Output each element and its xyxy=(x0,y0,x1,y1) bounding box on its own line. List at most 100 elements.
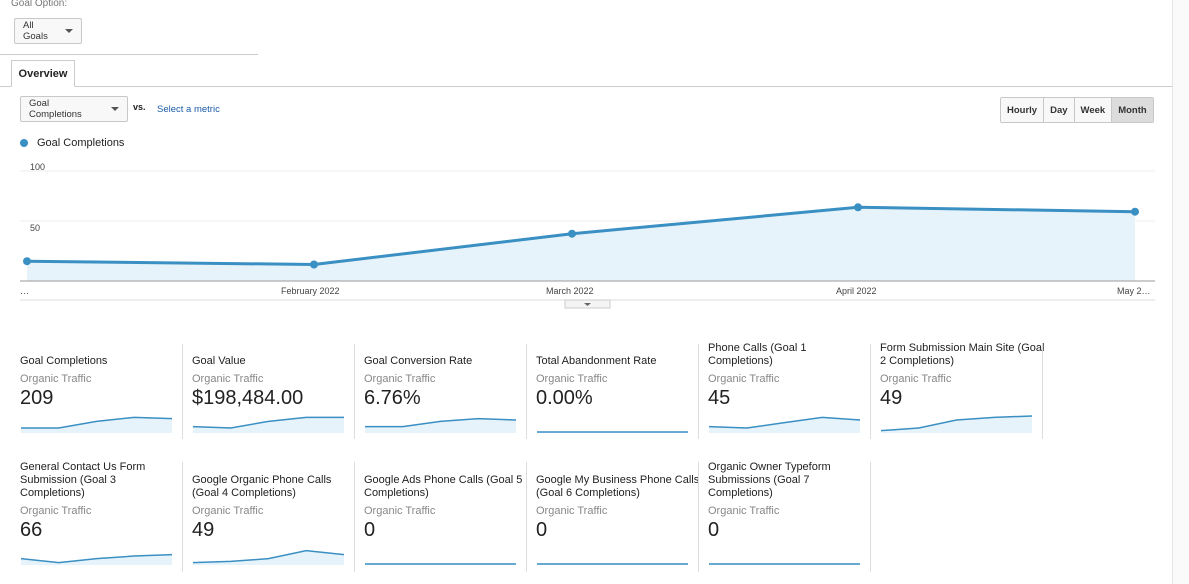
sparkline xyxy=(708,416,861,433)
legend-label: Goal Completions xyxy=(37,137,125,149)
chart-data-point[interactable] xyxy=(854,203,862,212)
sparkline xyxy=(365,563,516,565)
sparkline-fill xyxy=(709,417,860,433)
scorecard-title: Goal Completions xyxy=(20,355,108,367)
sparkline xyxy=(537,563,688,565)
vertical-scrollbar[interactable] xyxy=(1172,0,1189,584)
chart-data-point[interactable] xyxy=(568,229,576,238)
scorecard-segment: Organic Traffic xyxy=(536,373,608,385)
scorecard[interactable]: Organic Owner Typeform Submissions (Goal… xyxy=(708,461,873,566)
hourly-button[interactable]: Hourly xyxy=(1001,98,1045,122)
scorecard[interactable]: Goal Value Organic Traffic $198,484.00 xyxy=(192,342,357,434)
chevron-down-icon xyxy=(584,303,591,306)
sparkline-fill xyxy=(193,417,344,433)
scorecard[interactable]: Google My Business Phone Calls (Goal 6 C… xyxy=(536,461,701,566)
month-button[interactable]: Month xyxy=(1112,98,1153,122)
goal-option-dropdown[interactable]: All Goals xyxy=(14,18,82,44)
sparkline-line xyxy=(708,416,861,429)
sparkline-fill xyxy=(881,416,1032,433)
divider xyxy=(870,344,871,439)
goal-completions-chart[interactable] xyxy=(0,150,1172,310)
scorecard[interactable]: Goal Completions Organic Traffic 209 xyxy=(20,342,185,434)
goal-option-value: All Goals xyxy=(23,20,48,42)
x-tick-label: … xyxy=(20,286,29,296)
scorecard-value: 0 xyxy=(364,519,376,541)
divider xyxy=(526,344,527,439)
sparkline-fill xyxy=(21,417,172,433)
vs-label: vs. xyxy=(133,102,146,112)
scorecard-segment: Organic Traffic xyxy=(192,373,264,385)
metric-dropdown[interactable]: Goal Completions xyxy=(20,96,128,122)
divider xyxy=(354,344,355,439)
x-tick-label: April 2022 xyxy=(836,286,877,296)
week-button[interactable]: Week xyxy=(1074,98,1113,122)
scorecard[interactable]: Total Abandonment Rate Organic Traffic 0… xyxy=(536,342,701,434)
scorecard-value: 0 xyxy=(536,519,548,541)
scorecard-title: Goal Conversion Rate xyxy=(364,355,473,367)
tab-bar-border xyxy=(0,86,1172,87)
scorecard[interactable]: Goal Conversion Rate Organic Traffic 6.7… xyxy=(364,342,529,434)
sparkline xyxy=(21,416,173,433)
divider xyxy=(526,462,527,572)
sparkline xyxy=(192,416,344,433)
sparkline-line xyxy=(365,417,517,428)
scorecard-value: 66 xyxy=(20,519,43,541)
x-tick-label: February 2022 xyxy=(281,286,340,296)
scorecard-segment: Organic Traffic xyxy=(880,373,952,385)
sparkline xyxy=(880,415,1033,433)
chart-data-point[interactable] xyxy=(1131,207,1139,216)
scorecard-value: 209 xyxy=(20,387,54,409)
scorecard-title: Google My Business Phone Calls (Goal 6 C… xyxy=(536,474,700,499)
divider xyxy=(354,462,355,572)
chart-legend: Goal Completions xyxy=(20,137,124,149)
divider xyxy=(870,462,871,572)
scorecard-segment: Organic Traffic xyxy=(364,505,436,517)
divider xyxy=(698,344,699,439)
scorecard-title: Google Ads Phone Calls (Goal 5 Completio… xyxy=(364,474,523,499)
goal-option-label: Goal Option: xyxy=(11,0,68,9)
scorecard-title: Google Organic Phone Calls (Goal 4 Compl… xyxy=(192,474,332,499)
scorecard-value: 0.00% xyxy=(536,387,593,409)
chart-data-point[interactable] xyxy=(23,257,31,266)
tab-overview[interactable]: Overview xyxy=(11,60,75,87)
divider xyxy=(182,344,183,439)
chevron-down-icon xyxy=(65,29,73,33)
sparkline-line xyxy=(192,416,344,429)
scorecard-segment: Organic Traffic xyxy=(20,505,92,517)
scorecard[interactable]: Phone Calls (Goal 1 Completions) Organic… xyxy=(708,342,873,434)
scorecard-segment: Organic Traffic xyxy=(192,505,264,517)
scorecard-segment: Organic Traffic xyxy=(708,505,780,517)
day-button[interactable]: Day xyxy=(1044,98,1075,122)
scorecard[interactable]: General Contact Us Form Submission (Goal… xyxy=(20,461,180,566)
scorecard-value: $198,484.00 xyxy=(192,387,304,409)
scorecard-title: Phone Calls (Goal 1 Completions) xyxy=(708,342,807,367)
sparkline-fill xyxy=(365,418,516,433)
scorecard[interactable]: Google Ads Phone Calls (Goal 5 Completio… xyxy=(364,461,529,566)
divider xyxy=(182,462,183,572)
scorecard-title: Total Abandonment Rate xyxy=(536,355,657,367)
chevron-down-icon xyxy=(111,107,119,111)
x-tick-label: March 2022 xyxy=(546,286,594,296)
scorecard-title: Goal Value xyxy=(192,355,246,367)
sparkline xyxy=(192,549,345,565)
scorecard-segment: Organic Traffic xyxy=(364,373,436,385)
scorecard-segment: Organic Traffic xyxy=(708,373,780,385)
scorecard-segment: Organic Traffic xyxy=(20,373,92,385)
select-metric-link[interactable]: Select a metric xyxy=(157,104,220,115)
scorecard-value: 6.76% xyxy=(364,387,421,409)
granularity-toggle: Hourly Day Week Month xyxy=(1000,97,1154,123)
chart-data-point[interactable] xyxy=(310,260,318,269)
divider xyxy=(698,462,699,572)
scorecard-title: General Contact Us Form Submission (Goal… xyxy=(20,461,146,499)
tab-overview-label: Overview xyxy=(18,67,68,80)
legend-dot-icon xyxy=(20,139,28,147)
sparkline-line xyxy=(880,415,1033,432)
y-tick-100: 100 xyxy=(30,162,46,172)
sparkline-line xyxy=(21,416,173,429)
metric-dropdown-value: Goal Completions xyxy=(29,98,82,120)
scorecard[interactable]: Google Organic Phone Calls (Goal 4 Compl… xyxy=(192,461,357,566)
scorecard-title: Organic Owner Typeform Submissions (Goal… xyxy=(708,461,831,499)
scorecard[interactable]: Form Submission Main Site (Goal 2 Comple… xyxy=(880,342,1045,434)
scorecard-title: Form Submission Main Site (Goal 2 Comple… xyxy=(880,342,1045,367)
sparkline xyxy=(20,553,173,565)
